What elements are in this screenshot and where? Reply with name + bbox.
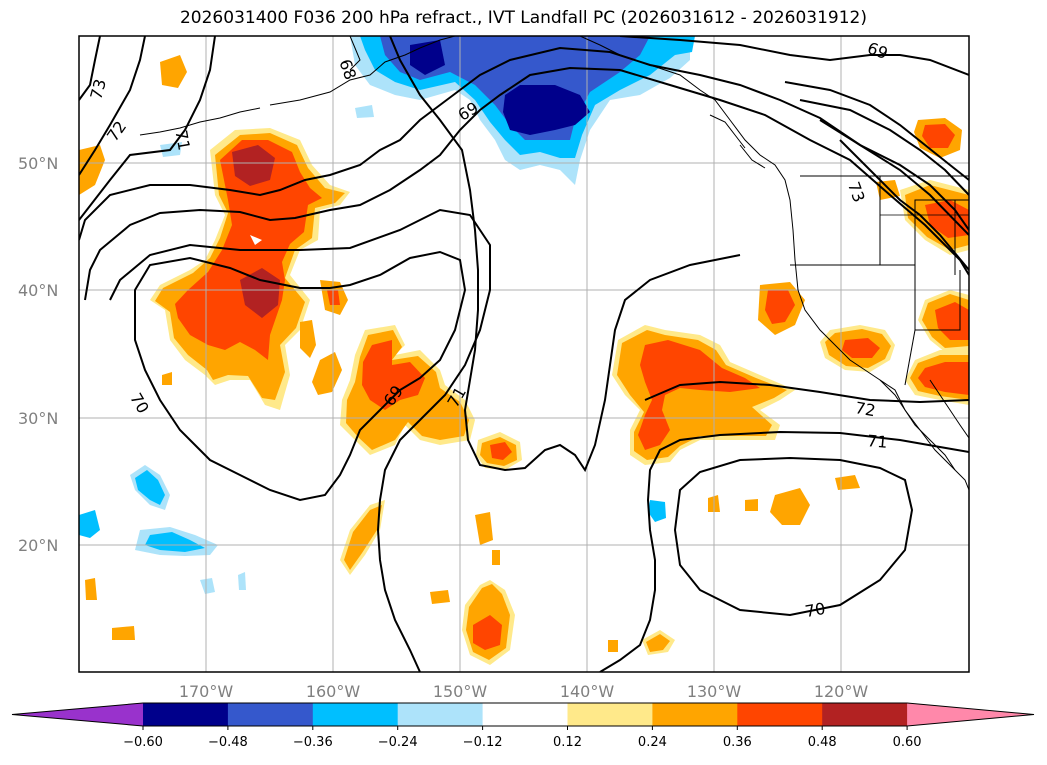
colorbar-segment (482, 703, 568, 726)
contour-label: 71 (171, 129, 193, 152)
latitude-labels: 50°N 40°N 30°N 20°N (18, 154, 58, 555)
lat-label-40: 40°N (18, 281, 58, 300)
colorbar-segment (737, 703, 823, 726)
colorbar-extend-high (907, 703, 1034, 726)
colorbar-segment (567, 703, 653, 726)
lon-label-170w: 170°W (179, 682, 234, 701)
lat-label-30: 30°N (18, 409, 58, 428)
refractivity-contours (79, 36, 969, 672)
lat-label-20: 20°N (18, 536, 58, 555)
lon-label-130w: 130°W (687, 682, 742, 701)
coastlines (139, 36, 969, 491)
negative-anomaly-fields (79, 36, 695, 594)
lat-label-50: 50°N (18, 154, 58, 173)
colorbar-tick-label: 0.48 (808, 735, 837, 750)
colorbar-extend-low (12, 703, 143, 726)
colorbar-segment (227, 703, 314, 726)
contour-label: 70 (803, 599, 826, 621)
colorbar-tick-label: −0.12 (463, 735, 503, 750)
colorbar-tick-label: 0.36 (723, 735, 752, 750)
map-border (78, 35, 970, 673)
colorbar-tick-label: −0.36 (293, 735, 333, 750)
contour-label: 73 (86, 77, 110, 102)
lon-label-140w: 140°W (560, 682, 615, 701)
contour-label: 71 (866, 431, 888, 452)
contour-label: 72 (854, 398, 877, 420)
colorbar-segment (143, 703, 229, 726)
colorbar-tick-label: 0.24 (638, 735, 667, 750)
colorbar: −0.60 −0.48 −0.36 −0.24 −0.12 0.12 0.24 0.36 0.4… (11, 702, 1035, 750)
lon-label-150w: 150°W (433, 682, 488, 701)
colorbar-segment (312, 703, 399, 726)
lon-label-160w: 160°W (306, 682, 361, 701)
longitude-labels: 170°W 160°W 150°W 140°W 130°W 120°W (179, 682, 869, 701)
colorbar-segment (822, 703, 908, 726)
colorbar-segment (397, 703, 484, 726)
colorbar-tick-label: 0.12 (553, 735, 582, 750)
lon-label-120w: 120°W (814, 682, 869, 701)
colorbar-segment (652, 703, 738, 726)
colorbar-tick-label: −0.48 (208, 735, 248, 750)
positive-anomaly-fields (79, 55, 969, 665)
map-gridlines (79, 36, 969, 672)
map-title: 2026031400 F036 200 hPa refract., IVT La… (179, 8, 867, 28)
colorbar-tick-label: −0.60 (123, 735, 163, 750)
colorbar-tick-label: 0.60 (893, 735, 922, 750)
colorbar-tick-label: −0.24 (378, 735, 418, 750)
